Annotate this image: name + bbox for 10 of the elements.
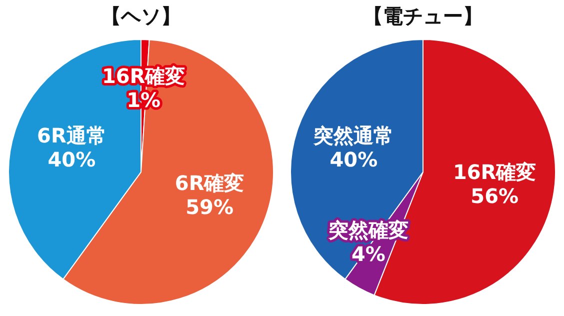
data-label: 56% [470, 184, 519, 208]
data-label: 40% [48, 148, 96, 172]
chart-title: 【電チュー】 [363, 4, 483, 28]
data-label: 40% [330, 148, 378, 172]
slice-label: 6R通常 [37, 124, 106, 148]
data-label: 59% [186, 194, 234, 219]
slice-label: 6R確変 [174, 170, 244, 195]
slice-label: 16R確変 [452, 160, 536, 184]
chart-title: 【ヘソ】 [101, 4, 181, 28]
slice-label: 突然通常 [312, 124, 394, 148]
